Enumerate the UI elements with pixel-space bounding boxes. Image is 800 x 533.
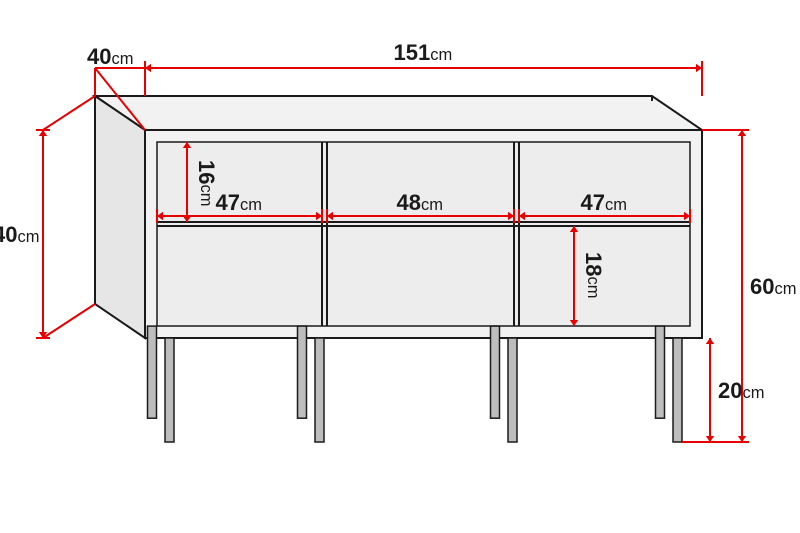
dim-shelf-mid: 48cm bbox=[397, 190, 443, 216]
dim-value: 151 bbox=[394, 40, 431, 65]
dim-top-width: 151cm bbox=[394, 40, 453, 66]
dim-unit: cm bbox=[240, 196, 262, 214]
dim-value: 40 bbox=[0, 222, 17, 247]
dim-unit: cm bbox=[17, 228, 39, 246]
dim-unit: cm bbox=[197, 184, 215, 206]
dim-leg-height: 20cm bbox=[718, 378, 764, 404]
diagram-svg bbox=[0, 0, 800, 533]
dim-value: 48 bbox=[397, 190, 421, 215]
dim-value: 16 bbox=[194, 160, 219, 184]
dim-value: 47 bbox=[581, 190, 605, 215]
diagram-stage: 151cm40cm40cm60cm16cm47cm48cm47cm18cm20c… bbox=[0, 0, 800, 533]
dim-value: 20 bbox=[718, 378, 742, 403]
dim-unit: cm bbox=[742, 384, 764, 402]
dim-unit: cm bbox=[774, 280, 796, 298]
dim-unit: cm bbox=[421, 196, 443, 214]
dim-value: 18 bbox=[581, 252, 606, 276]
dim-value: 40 bbox=[87, 44, 111, 69]
dim-value: 60 bbox=[750, 274, 774, 299]
dim-unit: cm bbox=[584, 276, 602, 298]
dim-top-depth: 40cm bbox=[87, 44, 133, 70]
dim-unit: cm bbox=[605, 196, 627, 214]
dim-shelf-bottom: 18cm bbox=[580, 252, 606, 298]
dim-shelf-right: 47cm bbox=[581, 190, 627, 216]
dim-unit: cm bbox=[111, 50, 133, 68]
dim-left-body: 40cm bbox=[0, 222, 39, 248]
dim-value: 47 bbox=[216, 190, 240, 215]
dim-unit: cm bbox=[430, 46, 452, 64]
dim-right-total: 60cm bbox=[750, 274, 796, 300]
dim-shelf-left: 47cm bbox=[216, 190, 262, 216]
